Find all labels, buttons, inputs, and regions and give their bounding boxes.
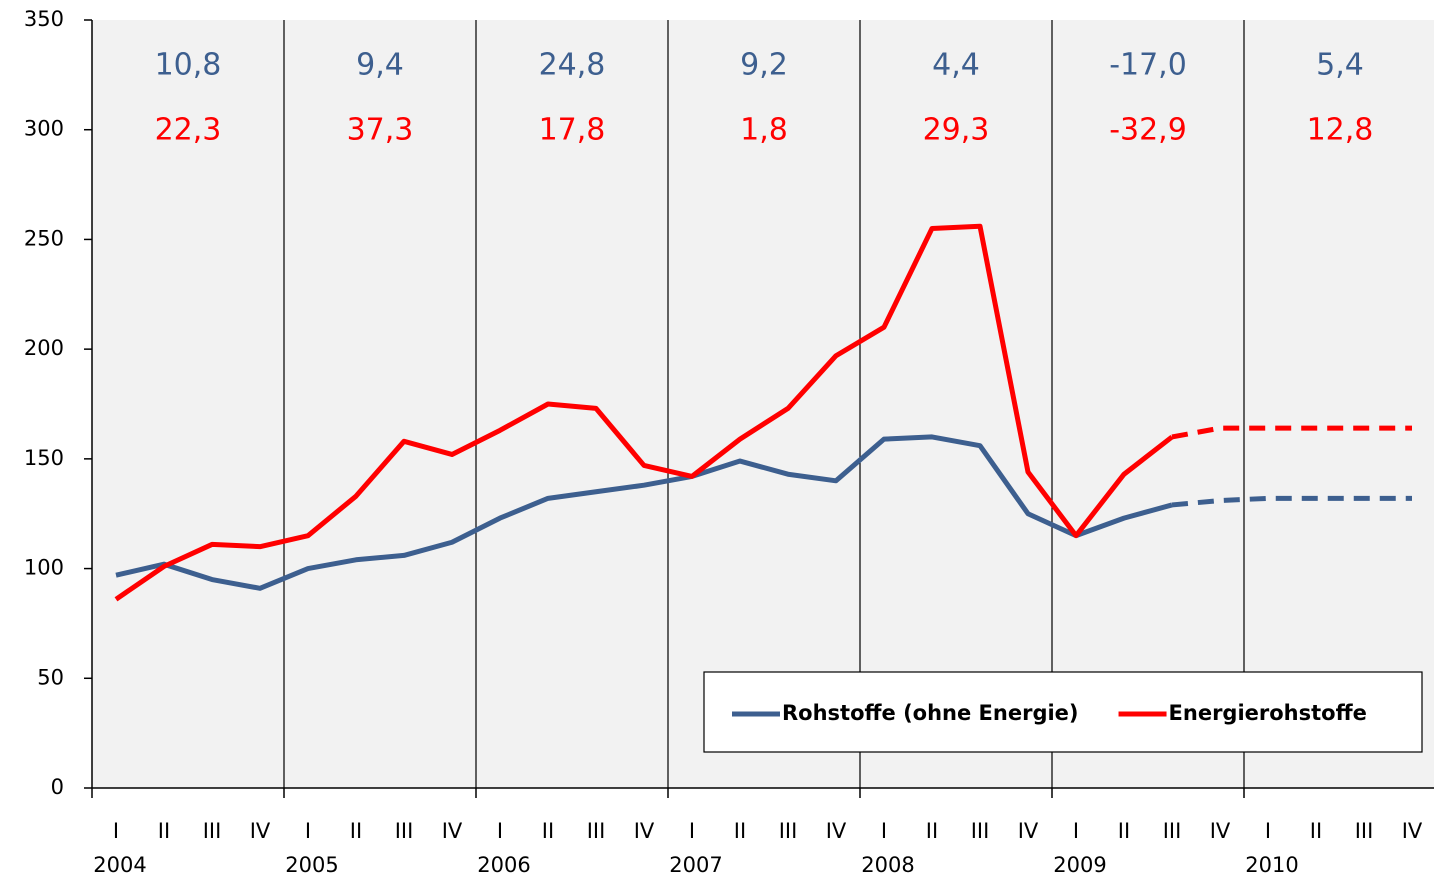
y-tick-label: 0 [51, 775, 64, 799]
x-tick-label: II [926, 819, 938, 843]
x-tick-label: III [779, 819, 798, 843]
x-tick-label: IV [1402, 819, 1423, 843]
x-tick-label: III [1355, 819, 1374, 843]
y-tick-label: 150 [24, 446, 64, 470]
legend-label: Rohstoffe (ohne Energie) [782, 701, 1079, 725]
series-line-projection [1171, 425, 1412, 440]
x-tick-label: III [587, 819, 606, 843]
legend-label: Energierohstoffe [1169, 701, 1367, 725]
annual-change: 17,8 [539, 113, 606, 148]
x-tick-label: IV [250, 819, 271, 843]
year-label: 2007 [669, 853, 722, 877]
x-tick-label: I [1073, 819, 1079, 843]
year-label: 2004 [93, 853, 146, 877]
annual-change: 1,8 [740, 113, 788, 148]
year-label: 2006 [477, 853, 530, 877]
x-tick-label: IV [634, 819, 655, 843]
x-tick-label: III [971, 819, 990, 843]
annual-change: 24,8 [539, 48, 606, 83]
x-tick-label: II [350, 819, 362, 843]
x-tick-label: I [881, 819, 887, 843]
year-label: 2010 [1245, 853, 1298, 877]
annual-change: 29,3 [923, 113, 990, 148]
x-tick-label: I [305, 819, 311, 843]
annual-change: 22,3 [155, 113, 222, 148]
x-tick-label: II [1310, 819, 1322, 843]
x-tick-label: IV [1210, 819, 1231, 843]
annual-change: -32,9 [1109, 113, 1187, 148]
x-tick-label: IV [442, 819, 463, 843]
series-line [115, 434, 1173, 591]
year-label: 2008 [861, 853, 914, 877]
legend [703, 671, 1423, 753]
x-tick-label: I [689, 819, 695, 843]
x-tick-label: II [1118, 819, 1130, 843]
x-tick-label: I [1265, 819, 1271, 843]
x-tick-label: IV [826, 819, 847, 843]
annual-change: -17,0 [1109, 48, 1187, 83]
year-label: 2005 [285, 853, 338, 877]
annual-change: 5,4 [1316, 48, 1364, 83]
y-tick-label: 250 [24, 226, 64, 250]
series-line [114, 223, 1174, 602]
plot-area [92, 20, 1434, 788]
annual-change: 4,4 [932, 48, 980, 83]
y-tick-label: 200 [24, 336, 64, 360]
x-tick-label: I [497, 819, 503, 843]
y-tick-label: 350 [24, 7, 64, 31]
x-tick-label: I [113, 819, 119, 843]
x-tick-label: III [1163, 819, 1182, 843]
series-line-projection [1171, 495, 1412, 508]
annual-change: 10,8 [155, 48, 222, 83]
x-tick-label: II [158, 819, 170, 843]
year-label: 2009 [1053, 853, 1106, 877]
x-tick-label: II [542, 819, 554, 843]
x-tick-label: III [395, 819, 414, 843]
annual-change: 9,4 [356, 48, 404, 83]
x-tick-label: II [734, 819, 746, 843]
x-tick-label: III [203, 819, 222, 843]
annual-change: 37,3 [347, 113, 414, 148]
y-tick-label: 100 [24, 556, 64, 580]
x-tick-label: IV [1018, 819, 1039, 843]
y-tick-label: 50 [37, 665, 64, 689]
annual-change: 12,8 [1307, 113, 1374, 148]
annual-change: 9,2 [740, 48, 788, 83]
y-tick-label: 300 [24, 117, 64, 141]
